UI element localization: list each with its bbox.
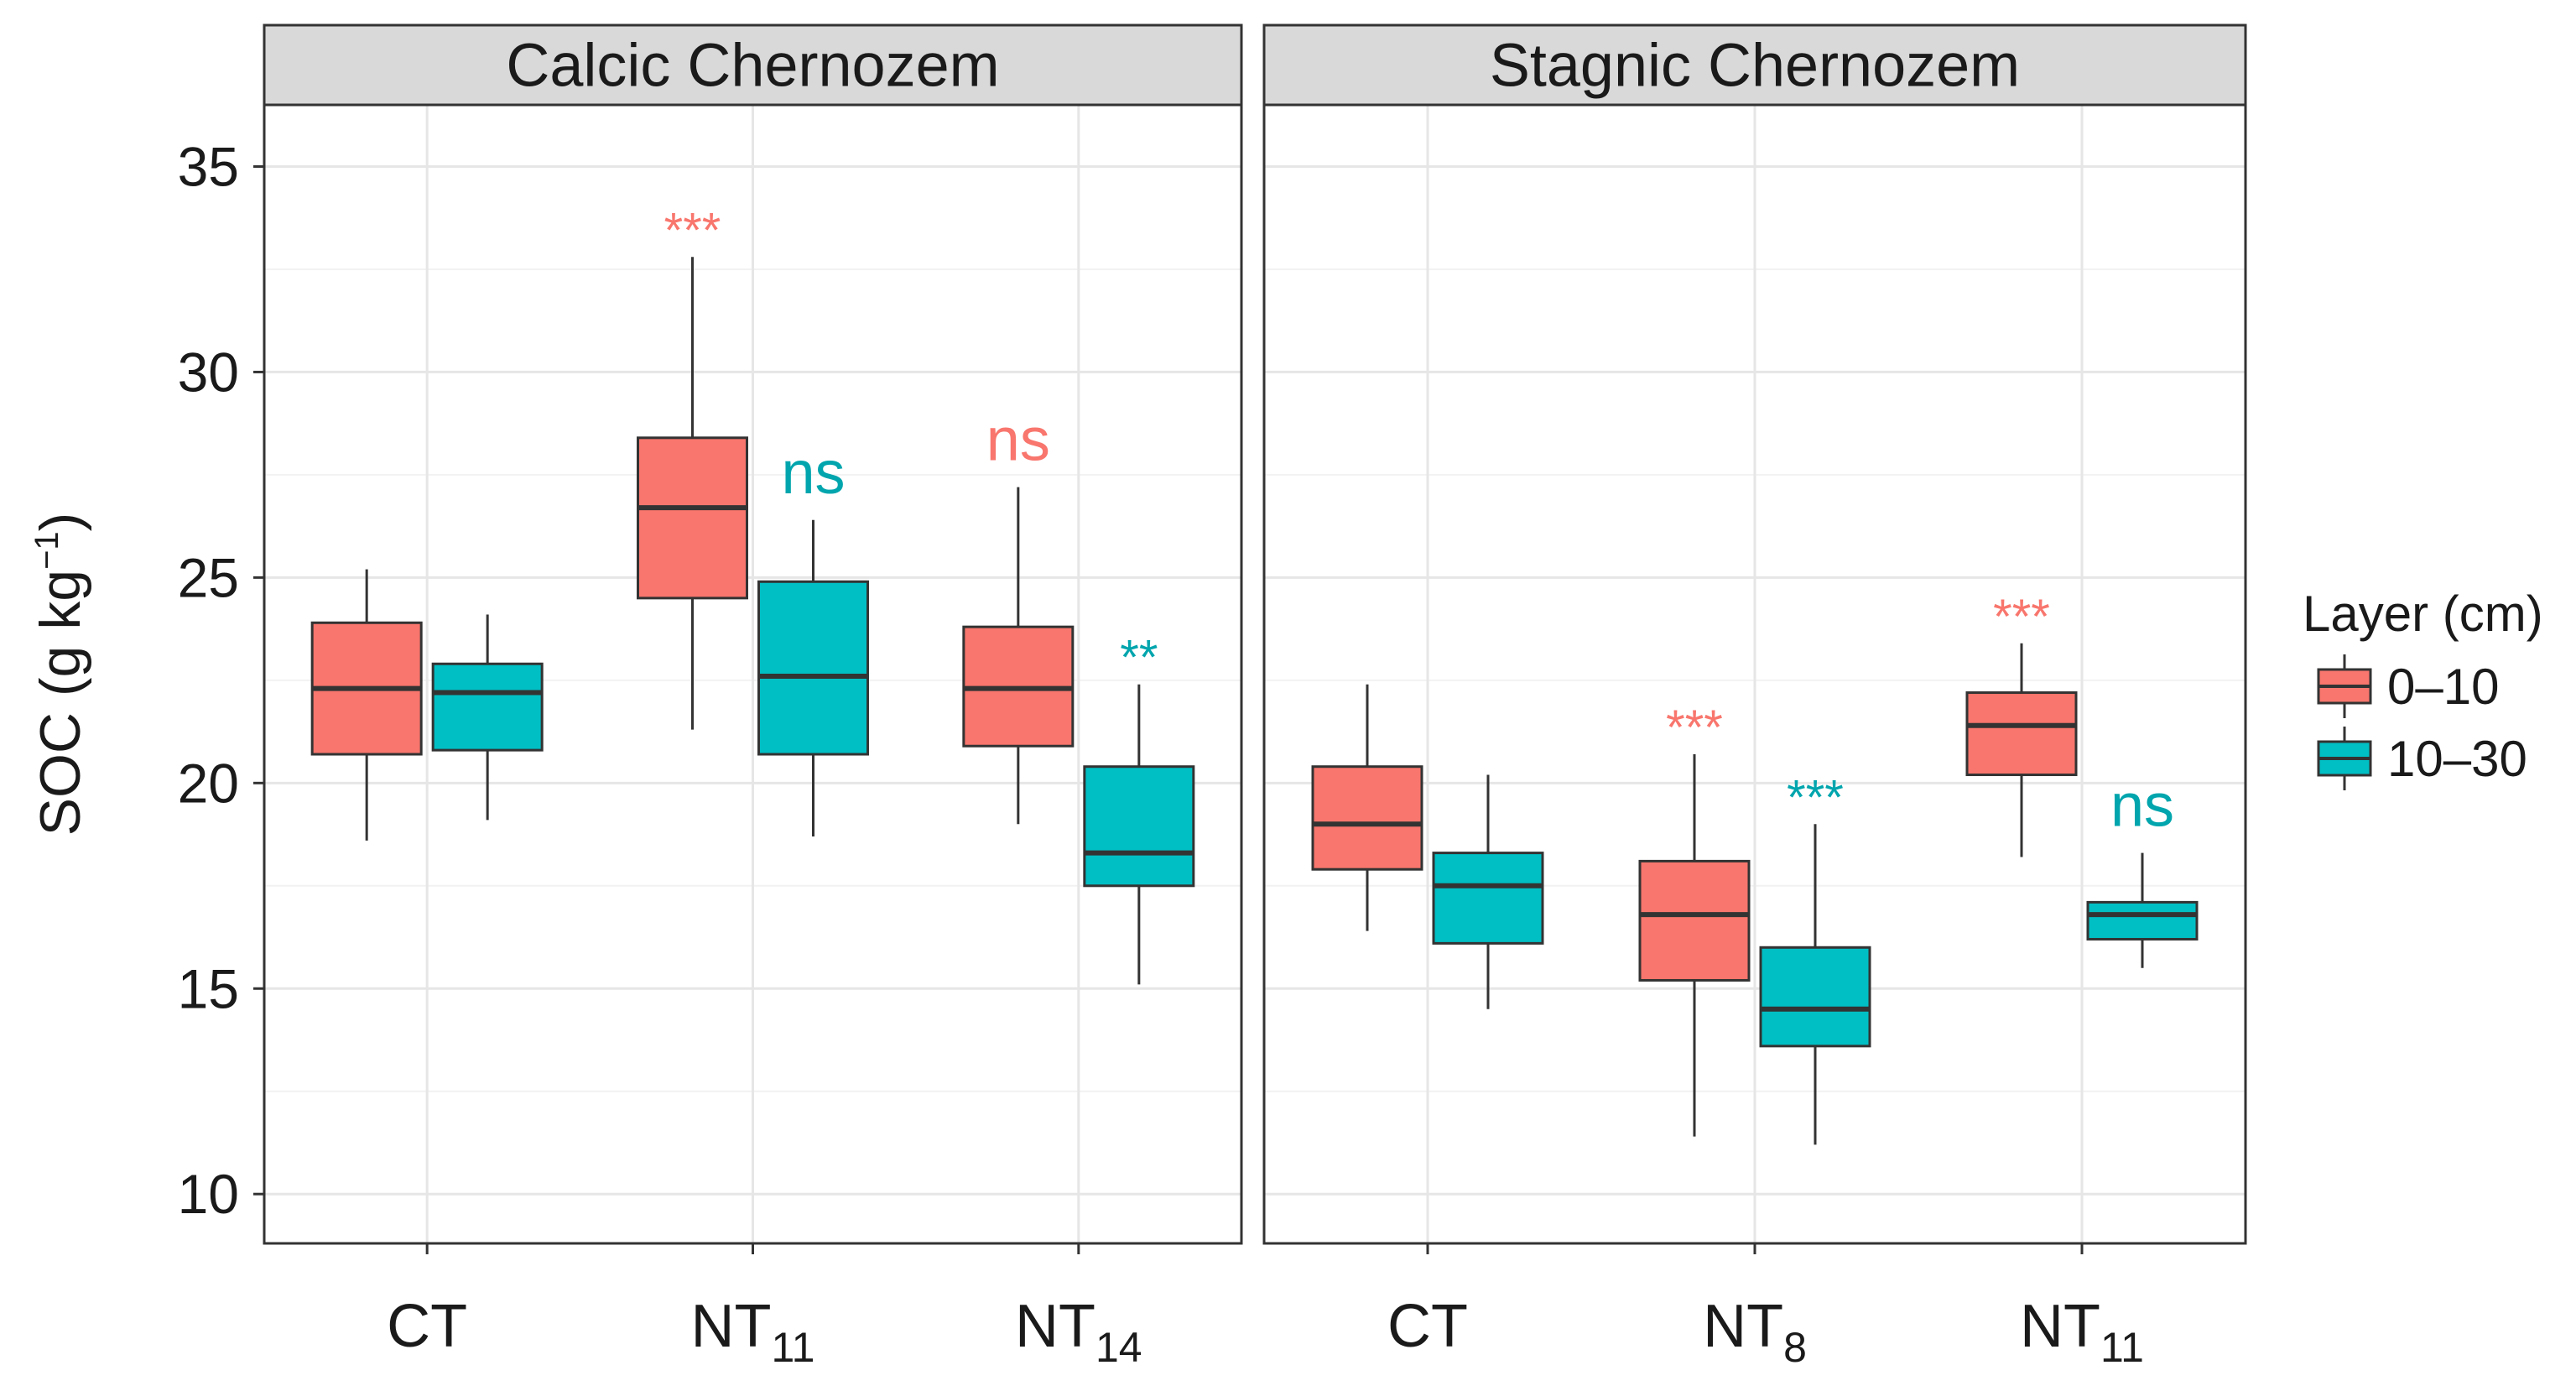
- significance-label: ***: [664, 203, 721, 258]
- x-tick-label-subscript: 11: [772, 1324, 815, 1371]
- significance-label: ns: [986, 407, 1050, 474]
- y-tick-label: 35: [178, 135, 239, 197]
- box-rect: [2086, 900, 2199, 940]
- panel-border: [263, 103, 1243, 1245]
- y-axis-title: SOC (g kg−1): [29, 513, 92, 836]
- x-tick-label: CT: [1387, 1293, 1468, 1360]
- box-0–10-CT: [310, 569, 423, 841]
- y-tick-label: 10: [178, 1163, 239, 1225]
- y-tick-label: 30: [178, 341, 239, 403]
- box-rect: [431, 662, 544, 752]
- box-0–10-NT14: ns: [962, 407, 1075, 825]
- y-tick-label: 25: [178, 546, 239, 608]
- facet-title: Calcic Chernozem: [506, 33, 999, 100]
- box-rect: [1638, 859, 1751, 982]
- box-rect: [1759, 946, 1871, 1048]
- x-tick-label-main: NT: [1703, 1293, 1783, 1360]
- facet-strip: [1262, 23, 2247, 107]
- box-rect: [757, 580, 869, 756]
- box-10–30-NT11: ns: [757, 440, 869, 837]
- x-tick-label: NT14: [1015, 1293, 1142, 1371]
- box-0–10-NT11: ***: [637, 203, 748, 730]
- y-axis-title-superscript: −1: [29, 531, 65, 570]
- legend: Layer (cm) 0–10 10–30: [2303, 586, 2543, 790]
- significance-label: **: [1120, 631, 1158, 685]
- significance-label: ns: [2110, 773, 2174, 840]
- box-0–10-NT11: ***: [1965, 590, 2078, 857]
- significance-label: ***: [1666, 701, 1723, 755]
- x-tick-label: NT8: [1703, 1293, 1807, 1371]
- significance-label: ***: [1993, 590, 2050, 644]
- box-rect: [1965, 691, 2078, 777]
- box-rect: [637, 436, 748, 600]
- x-tick-label-subscript: 8: [1783, 1324, 1807, 1371]
- x-tick-label-main: NT: [1015, 1293, 1095, 1360]
- box-10–30-CT: [431, 614, 544, 821]
- legend-key: [2317, 727, 2372, 790]
- y-tick-label: 20: [178, 752, 239, 814]
- x-tick-label-subscript: 14: [1095, 1324, 1142, 1371]
- y-tick-label: 15: [178, 957, 239, 1019]
- y-axis-title-main: SOC (g kg: [29, 570, 92, 836]
- significance-label: ***: [1787, 770, 1844, 825]
- facet-strip: [263, 23, 1243, 107]
- panel-border: [1262, 103, 2247, 1245]
- legend-title: Layer (cm): [2303, 586, 2543, 642]
- box-0–10-NT8: ***: [1638, 701, 1751, 1137]
- x-tick-label-main: CT: [1387, 1293, 1468, 1360]
- x-tick-label: CT: [387, 1293, 467, 1360]
- x-tick-label-subscript: 11: [2100, 1324, 2144, 1371]
- facet-title: Stagnic Chernozem: [1490, 33, 2020, 100]
- x-tick-label-main: CT: [387, 1293, 467, 1360]
- box-10–30-NT11: ns: [2086, 773, 2199, 968]
- box-rect: [1432, 852, 1544, 945]
- box-10–30-NT8: ***: [1759, 770, 1871, 1145]
- significance-label: ns: [781, 440, 845, 507]
- box-0–10-CT: [1311, 684, 1423, 931]
- box-10–30-NT14: **: [1083, 631, 1195, 985]
- box-10–30-CT: [1432, 774, 1544, 1009]
- x-tick-label-main: NT: [2020, 1293, 2100, 1360]
- y-axis-title-close: ): [29, 513, 92, 532]
- box-rect: [1083, 765, 1195, 888]
- legend-label: 0–10: [2387, 659, 2499, 715]
- x-tick-label: NT11: [691, 1293, 815, 1371]
- x-tick-label: NT11: [2020, 1293, 2144, 1371]
- box-rect: [1311, 765, 1423, 871]
- legend-label: 10–30: [2387, 731, 2527, 787]
- legend-key: [2317, 654, 2372, 718]
- x-tick-label-main: NT: [691, 1293, 772, 1360]
